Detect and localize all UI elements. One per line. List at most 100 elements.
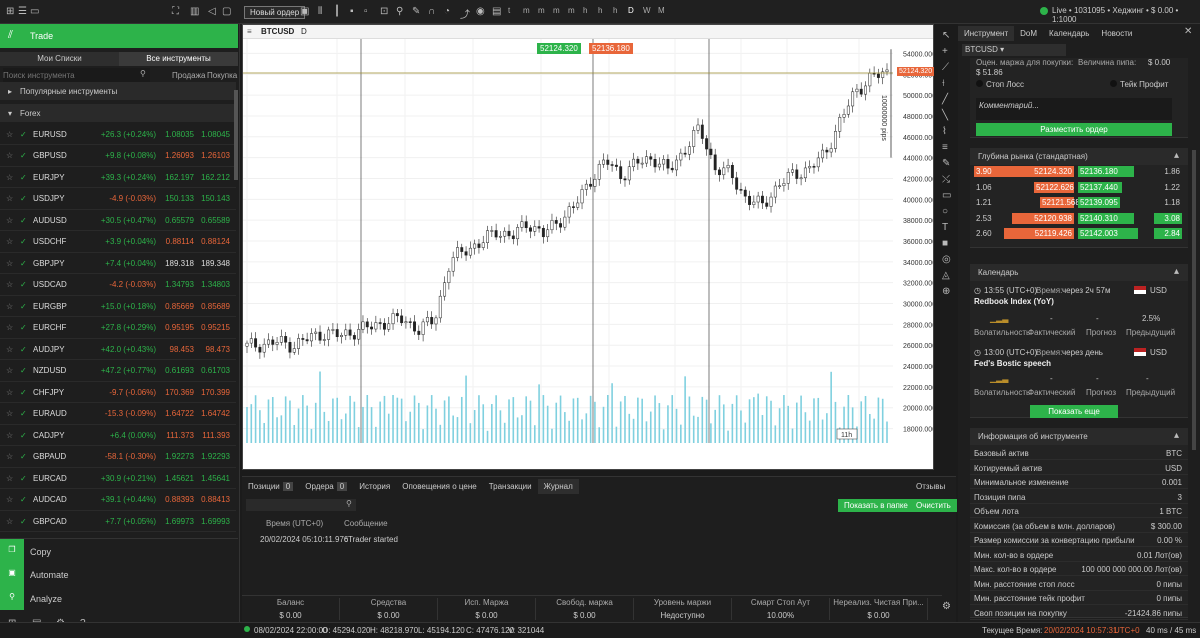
star-icon[interactable]: ☆: [6, 473, 14, 483]
search-input[interactable]: [3, 68, 150, 82]
list-item[interactable]: ☆ ✓ GBPUSD +9.8 (+0.08%) 1.26093 1.26103: [0, 146, 236, 167]
instrument-ask[interactable]: 0.85689: [201, 301, 230, 311]
stop-loss-toggle[interactable]: [976, 80, 983, 87]
dom-bid-price[interactable]: 52121.568: [1040, 197, 1080, 208]
list-item[interactable]: ☆ ✓ EURCAD +30.9 (+0.21%) 1.45621 1.45641: [0, 468, 236, 489]
instrument-ask[interactable]: 1.08045: [201, 129, 230, 139]
tool-icon-9[interactable]: ⤯: [942, 174, 950, 185]
take-profit-toggle[interactable]: [1110, 80, 1117, 87]
instrument-bid[interactable]: 170.369: [165, 387, 194, 397]
chart-symbol[interactable]: BTCUSD: [261, 27, 295, 36]
instrument-ask[interactable]: 1.64742: [201, 409, 230, 418]
chevron-up-icon[interactable]: ▴: [1174, 266, 1180, 277]
candles-icon[interactable]: ┃: [334, 6, 341, 17]
instrument-bid[interactable]: 1.69973: [165, 516, 194, 526]
list-item[interactable]: ☆ ✓ USDCHF +3.9 (+0.04%) 0.88114 0.88124: [0, 232, 236, 253]
columns-icon[interactable]: ▥: [190, 6, 200, 17]
timeframe-3[interactable]: m: [553, 6, 560, 15]
dom-ask-price[interactable]: 52142.003: [1078, 228, 1138, 239]
layout-icon[interactable]: ☰: [18, 6, 27, 17]
bar-chart-icon[interactable]: ⫴: [318, 6, 323, 17]
timeframe-7[interactable]: h: [613, 6, 618, 15]
tool-icon-5[interactable]: ╲: [942, 110, 949, 121]
star-icon[interactable]: ☆: [6, 280, 14, 289]
dom-bid-price[interactable]: 52119.426: [1004, 228, 1074, 239]
timeframe-1[interactable]: m: [523, 6, 530, 15]
instrument-ask[interactable]: 0.88413: [201, 495, 230, 504]
grid-icon[interactable]: ⊞: [6, 6, 15, 17]
tab-4[interactable]: Транзакции: [483, 479, 538, 494]
instrument-bid[interactable]: 98.453: [169, 344, 194, 354]
dom-ask-price[interactable]: 52136.180: [1078, 166, 1134, 177]
star-icon[interactable]: ☆: [6, 237, 14, 246]
reviews-label[interactable]: Отзывы: [916, 482, 946, 491]
gear-icon[interactable]: ⚙: [942, 601, 951, 612]
account-info[interactable]: Live • 1031095 • Хеджинг • $ 0.00 • 1:10…: [1052, 6, 1179, 24]
forex-section[interactable]: ▾ Forex: [0, 104, 236, 122]
timeframe-4[interactable]: m: [568, 6, 575, 15]
list-item[interactable]: ☆ ✓ EURJPY +39.3 (+0.24%) 162.197 162.212: [0, 167, 236, 188]
column-message[interactable]: Сообщение: [344, 519, 388, 528]
comment-input[interactable]: Комментарий...: [976, 98, 1172, 120]
list-item[interactable]: ☆ ✓ EURGBP +15.0 (+0.18%) 0.85669 0.85689: [0, 296, 236, 317]
instrument-ask[interactable]: 111.393: [202, 430, 230, 440]
copy-section[interactable]: ❐ Copy: [0, 538, 238, 563]
instrument-ask[interactable]: 0.88124: [201, 237, 230, 246]
instrument-ask[interactable]: 1.92293: [201, 452, 230, 461]
dom-ask-price[interactable]: 52139.095: [1078, 197, 1120, 208]
timeframe-8[interactable]: D: [628, 6, 634, 15]
tool-icon-10[interactable]: ▭: [942, 190, 952, 201]
instrument-ask[interactable]: 189.348: [201, 258, 230, 268]
instrument-ask[interactable]: 150.143: [201, 194, 230, 203]
star-icon[interactable]: ☆: [6, 258, 14, 268]
tool-icon-13[interactable]: ■: [942, 238, 949, 249]
column-buy[interactable]: Покупка: [207, 71, 238, 80]
tool-icon-1[interactable]: +: [942, 46, 948, 57]
clear-button[interactable]: Очистить: [910, 499, 957, 512]
list-item[interactable]: ☆ ✓ AUDJPY +42.0 (+0.43%) 98.453 98.473: [0, 339, 236, 360]
area-chart-icon[interactable]: ▫: [364, 6, 368, 17]
star-icon[interactable]: ☆: [6, 151, 14, 160]
tool-icon-12[interactable]: T: [942, 222, 949, 233]
tab-0[interactable]: Позиции 0: [242, 479, 299, 494]
instrument-ask[interactable]: 1.69993: [201, 516, 230, 526]
camera-icon[interactable]: ◉: [476, 6, 485, 17]
tab-3[interactable]: Оповещения о цене: [396, 479, 482, 494]
timeframe-10[interactable]: M: [658, 6, 665, 15]
chart-area[interactable]: ≡ BTCUSD D 54000.00052000.00050000.00048…: [242, 24, 935, 470]
sound-icon[interactable]: ◁: [208, 6, 216, 17]
dom-ask-price[interactable]: 52140.310: [1078, 212, 1134, 224]
bid-tag[interactable]: 52124.320: [537, 43, 581, 54]
template-icon[interactable]: ▤: [492, 6, 502, 17]
right-tab-0[interactable]: Инструмент: [958, 26, 1015, 41]
star-icon[interactable]: ☆: [6, 194, 14, 203]
tab-watchlists[interactable]: Мои Списки: [0, 52, 119, 66]
star-icon[interactable]: ☆: [6, 344, 14, 354]
star-icon[interactable]: ☆: [6, 301, 14, 311]
list-item[interactable]: ☆ ✓ GBPAUD -58.1 (-0.30%) 1.92273 1.92293: [0, 447, 236, 468]
instrument-ask[interactable]: 1.34803: [201, 280, 230, 289]
instrument-ask[interactable]: 1.26103: [201, 151, 230, 160]
tab-2[interactable]: История: [353, 479, 396, 494]
list-item[interactable]: ☆ ✓ USDJPY -4.9 (-0.03%) 150.133 150.143: [0, 189, 236, 210]
instrument-ask[interactable]: 162.212: [201, 172, 230, 182]
chart-type-icon[interactable]: ≡: [247, 27, 252, 36]
list-item[interactable]: ☆ ✓ EURAUD -15.3 (-0.09%) 1.64722 1.64742: [0, 404, 236, 425]
instrument-bid[interactable]: 0.65579: [165, 215, 194, 225]
instrument-bid[interactable]: 111.373: [166, 430, 194, 440]
timeframe-0[interactable]: t: [508, 6, 511, 15]
instrument-ask[interactable]: 170.399: [201, 387, 230, 397]
timeframe-5[interactable]: h: [583, 6, 588, 15]
tab-5[interactable]: Журнал: [537, 479, 579, 494]
star-icon[interactable]: ☆: [6, 516, 14, 526]
list-item[interactable]: ☆ ✓ AUDUSD +30.5 (+0.47%) 0.65579 0.65589: [0, 210, 236, 231]
indicator-icon[interactable]: ⊡: [380, 6, 389, 17]
timezone[interactable]: UTC+0: [1114, 626, 1140, 635]
drawing-icon[interactable]: ✎: [412, 6, 421, 17]
trade-header[interactable]: ⫽ Trade: [0, 24, 238, 48]
right-tab-3[interactable]: Новости: [1101, 29, 1133, 38]
list-item[interactable]: ☆ ✓ CADJPY +6.4 (0.00%) 111.373 111.393: [0, 425, 236, 446]
alarm-icon[interactable]: ◔: [444, 6, 451, 17]
chevron-up-icon[interactable]: ▴: [1174, 430, 1180, 441]
list-item[interactable]: ☆ ✓ NZDUSD +47.2 (+0.77%) 0.61693 0.61703: [0, 361, 236, 382]
